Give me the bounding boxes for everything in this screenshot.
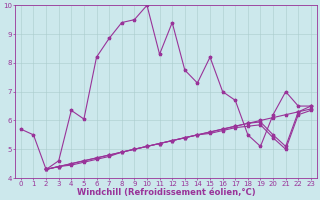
X-axis label: Windchill (Refroidissement éolien,°C): Windchill (Refroidissement éolien,°C) [76, 188, 255, 197]
